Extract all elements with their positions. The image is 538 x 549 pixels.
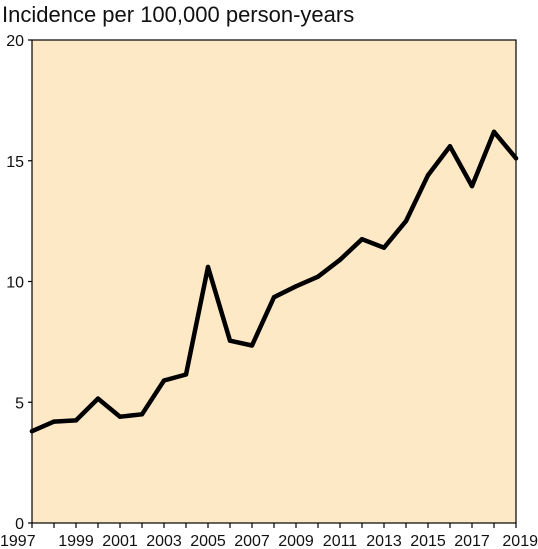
data-point xyxy=(381,245,387,250)
x-tick-label: 2017 xyxy=(454,533,490,549)
data-point xyxy=(403,218,409,224)
chart-title: Incidence per 100,000 person-years xyxy=(2,2,354,27)
plot-area xyxy=(31,39,517,524)
x-tick-label: 2003 xyxy=(146,533,182,549)
x-tick-label: 2001 xyxy=(102,533,138,549)
y-tick-label: 15 xyxy=(6,154,24,171)
data-point xyxy=(51,419,57,424)
data-point xyxy=(513,156,519,161)
data-point xyxy=(359,237,365,242)
x-tick-label: 2015 xyxy=(410,533,446,549)
x-tick-label: 1997 xyxy=(0,533,36,549)
x-tick-label: 2013 xyxy=(366,533,402,549)
data-point xyxy=(183,372,189,377)
y-tick-label: 5 xyxy=(15,395,24,412)
data-point xyxy=(271,294,277,300)
x-tick-label: 2009 xyxy=(278,533,314,549)
y-tick-label: 20 xyxy=(6,33,24,50)
x-tick-label: 2011 xyxy=(323,533,358,549)
x-tick-label: 2007 xyxy=(234,533,270,549)
data-point xyxy=(161,378,167,383)
data-point xyxy=(205,264,211,270)
data-point xyxy=(95,396,101,401)
data-point xyxy=(315,274,321,279)
data-point xyxy=(491,129,497,134)
data-point xyxy=(293,284,299,289)
data-point xyxy=(469,183,475,189)
data-point xyxy=(117,414,123,419)
data-point xyxy=(139,412,145,417)
x-tick-label: 2019 xyxy=(502,533,538,549)
data-point xyxy=(447,144,453,149)
data-point xyxy=(227,338,233,343)
x-tick-label: 2005 xyxy=(190,533,226,549)
y-tick-label: 10 xyxy=(6,275,24,292)
data-point xyxy=(249,343,255,348)
data-point xyxy=(73,418,79,423)
y-tick-label: 0 xyxy=(15,516,24,533)
data-point xyxy=(29,429,35,434)
chart-marks: 0 5 10 15 20 1997 1999 2001 2003 2005 2007 2009 2011… xyxy=(0,33,538,549)
data-point xyxy=(337,257,343,262)
x-tick-label: 1999 xyxy=(58,533,94,549)
data-point xyxy=(425,173,431,178)
